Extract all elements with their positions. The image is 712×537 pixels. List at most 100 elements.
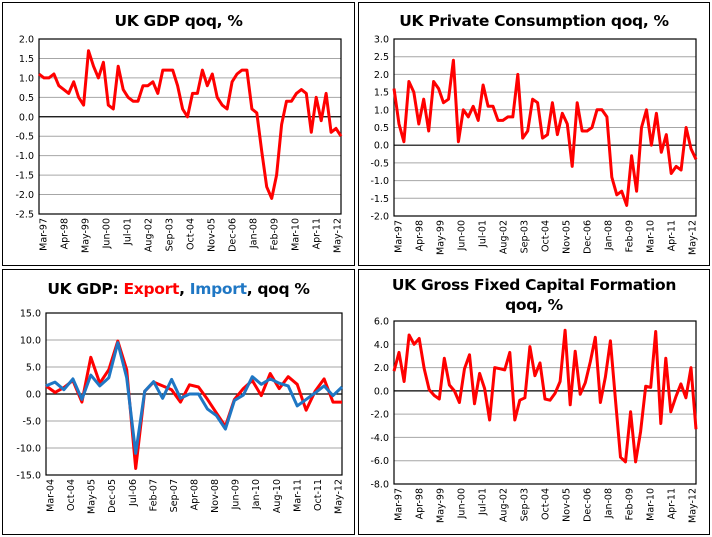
y-tick-label: -2.0 xyxy=(15,190,34,201)
chart-gdp: -2.5 -2.0 -1.5 -1.0 -0.5 0.0 0.5 1.0 1.5 2.0 Mar-9… xyxy=(15,35,344,254)
series-line-export xyxy=(45,339,342,470)
x-tick-label: Oct-04 xyxy=(66,479,77,511)
x-tick-label: May-12 xyxy=(334,479,345,514)
x-tick-label: Oct-11 xyxy=(313,479,324,511)
y-tick-label: -1.0 xyxy=(370,176,389,187)
x-tick-label: Sep-03 xyxy=(520,220,531,253)
x-tick-label: May-12 xyxy=(333,218,344,253)
y-tick-label: 4.0 xyxy=(374,340,389,351)
y-tick-label: -1.5 xyxy=(15,171,34,182)
x-tick-label: Apr-98 xyxy=(60,218,71,249)
y-tick-label: -0.5 xyxy=(15,132,34,143)
chart-title-consumption: UK Private Consumption qoq, % xyxy=(399,12,669,30)
chart-title-gfcf-line2: qoq, % xyxy=(505,296,563,314)
chart-panel-gfcf: UK Gross Fixed Capital Formation qoq, % … xyxy=(358,269,710,535)
x-tick-label: Mar-11 xyxy=(292,479,303,512)
y-tick-label: 6.0 xyxy=(374,317,389,328)
title-part-prefix: UK GDP: xyxy=(47,280,124,298)
x-tick-label: Jul-06 xyxy=(128,479,139,507)
x-tick-label: Dec-06 xyxy=(583,220,594,254)
x-tick-label: Jan-10 xyxy=(251,479,262,510)
y-tick-label: -4.0 xyxy=(370,433,389,444)
x-tick-label: Mar-97 xyxy=(394,488,405,521)
y-tick-label: 0.0 xyxy=(374,141,389,152)
series-line-private-consumption-qoq xyxy=(392,58,698,207)
x-tick-label: Aug-02 xyxy=(499,488,510,522)
x-tick-label: Jan-08 xyxy=(604,488,615,519)
x-tick-label: Dec-06 xyxy=(228,218,239,252)
y-tick-label: -2.5 xyxy=(15,210,34,221)
y-tick-label: -5.0 xyxy=(22,417,41,428)
y-tick-label: 2.0 xyxy=(374,363,389,374)
x-tick-label: May-99 xyxy=(81,218,92,253)
x-tick-label: Aug-02 xyxy=(499,220,510,254)
chart-title-trade: UK GDP: Export, Import, qoq % xyxy=(3,280,354,299)
x-tick-label: Mar-97 xyxy=(39,218,50,251)
plot-area xyxy=(38,38,342,215)
x-tick-label: Jun-09 xyxy=(231,479,242,510)
title-part-export: Export xyxy=(123,280,180,298)
y-tick-label: -2.0 xyxy=(370,410,389,421)
y-tick-label: 1.0 xyxy=(374,105,389,116)
y-tick-label: 0.0 xyxy=(26,390,41,401)
plot-area xyxy=(393,320,697,485)
x-tick-label: May-99 xyxy=(436,488,447,523)
x-tick-label: Sep-03 xyxy=(520,488,531,521)
y-tick-label: 3.0 xyxy=(374,35,389,46)
x-tick-label: Mar-04 xyxy=(46,479,57,512)
chart-panel-gdp: UK GDP qoq, % -2.5 -2.0 -1.5 -1.0 -0.5 0.0 0.5… xyxy=(2,2,355,266)
x-tick-label: Dec-05 xyxy=(107,479,118,513)
x-tick-label: Feb-09 xyxy=(625,220,636,252)
x-tick-label: Apr-98 xyxy=(415,220,426,251)
x-tick-label: Apr-98 xyxy=(415,488,426,519)
plot-area xyxy=(45,312,343,476)
title-part-import: Import xyxy=(189,280,247,298)
y-tick-label: 0.0 xyxy=(374,386,389,397)
x-tick-label: Apr-11 xyxy=(667,220,678,251)
y-tick-label: -1.0 xyxy=(15,151,34,162)
x-tick-label: Mar-97 xyxy=(394,220,405,253)
y-tick-label: 0.5 xyxy=(19,93,34,104)
x-tick-label: May-12 xyxy=(688,488,699,523)
chart-title-gfcf-line1: UK Gross Fixed Capital Formation xyxy=(391,276,677,294)
x-tick-label: Jun-00 xyxy=(457,220,468,251)
x-tick-label: Apr-11 xyxy=(312,218,323,249)
y-tick-label: -15.0 xyxy=(16,471,41,482)
x-tick-label: Mar-10 xyxy=(646,220,657,253)
x-tick-label: Sep-07 xyxy=(169,479,180,512)
x-tick-label: Apr-08 xyxy=(190,479,201,510)
x-tick-label: Aug-10 xyxy=(272,479,283,513)
series-line-gfcf-qoq xyxy=(392,328,698,464)
x-tick-label: Mar-10 xyxy=(646,488,657,521)
x-tick-label: Nov-08 xyxy=(210,479,221,513)
x-tick-label: Nov-05 xyxy=(562,488,573,522)
x-tick-label: Aug-02 xyxy=(144,218,155,252)
x-tick-label: Nov-05 xyxy=(562,220,573,254)
y-tick-label: 0.5 xyxy=(374,123,389,134)
y-tick-label: -0.5 xyxy=(370,158,389,169)
x-tick-label: Jan-08 xyxy=(249,218,260,249)
y-tick-label: 0.0 xyxy=(19,112,34,123)
x-tick-label: May-12 xyxy=(688,220,699,255)
y-tick-label: 2.0 xyxy=(19,35,34,46)
x-tick-label: Jul-01 xyxy=(123,218,134,246)
x-tick-label: Jul-01 xyxy=(478,488,489,516)
chart-trade: -15.0 -10.0 -5.0 0.0 5.0 10.0 15.0 Mar-04 Oct-04… xyxy=(16,309,345,515)
x-tick-label: May-05 xyxy=(87,479,98,514)
y-tick-label: 2.0 xyxy=(374,70,389,81)
y-tick-label: -10.0 xyxy=(16,444,41,455)
x-tick-label: Apr-11 xyxy=(667,488,678,519)
x-tick-label: Oct-04 xyxy=(541,220,552,252)
chart-title-gdp: UK GDP qoq, % xyxy=(114,12,243,30)
series-line-import xyxy=(45,341,344,455)
chart-consumption: -2.0 -1.5 -1.0 -0.5 0.0 0.5 1.0 1.5 2.0 2.5 3.0 Mar… xyxy=(370,35,699,256)
x-tick-label: Oct-04 xyxy=(541,488,552,520)
chart-gfcf: -8.0 -6.0 -4.0 -2.0 0.0 2.0 4.0 6.0 Mar-97 Apr-98… xyxy=(370,317,699,524)
chart-panel-consumption: UK Private Consumption qoq, % -2.0 -1.5 -1… xyxy=(358,2,710,266)
y-tick-label: 2.5 xyxy=(374,52,389,63)
x-tick-label: Feb-07 xyxy=(148,479,159,511)
y-tick-label: 10.0 xyxy=(20,336,41,347)
y-tick-label: 1.5 xyxy=(19,54,34,65)
x-tick-label: Dec-06 xyxy=(583,488,594,522)
y-tick-label: -1.5 xyxy=(370,194,389,205)
